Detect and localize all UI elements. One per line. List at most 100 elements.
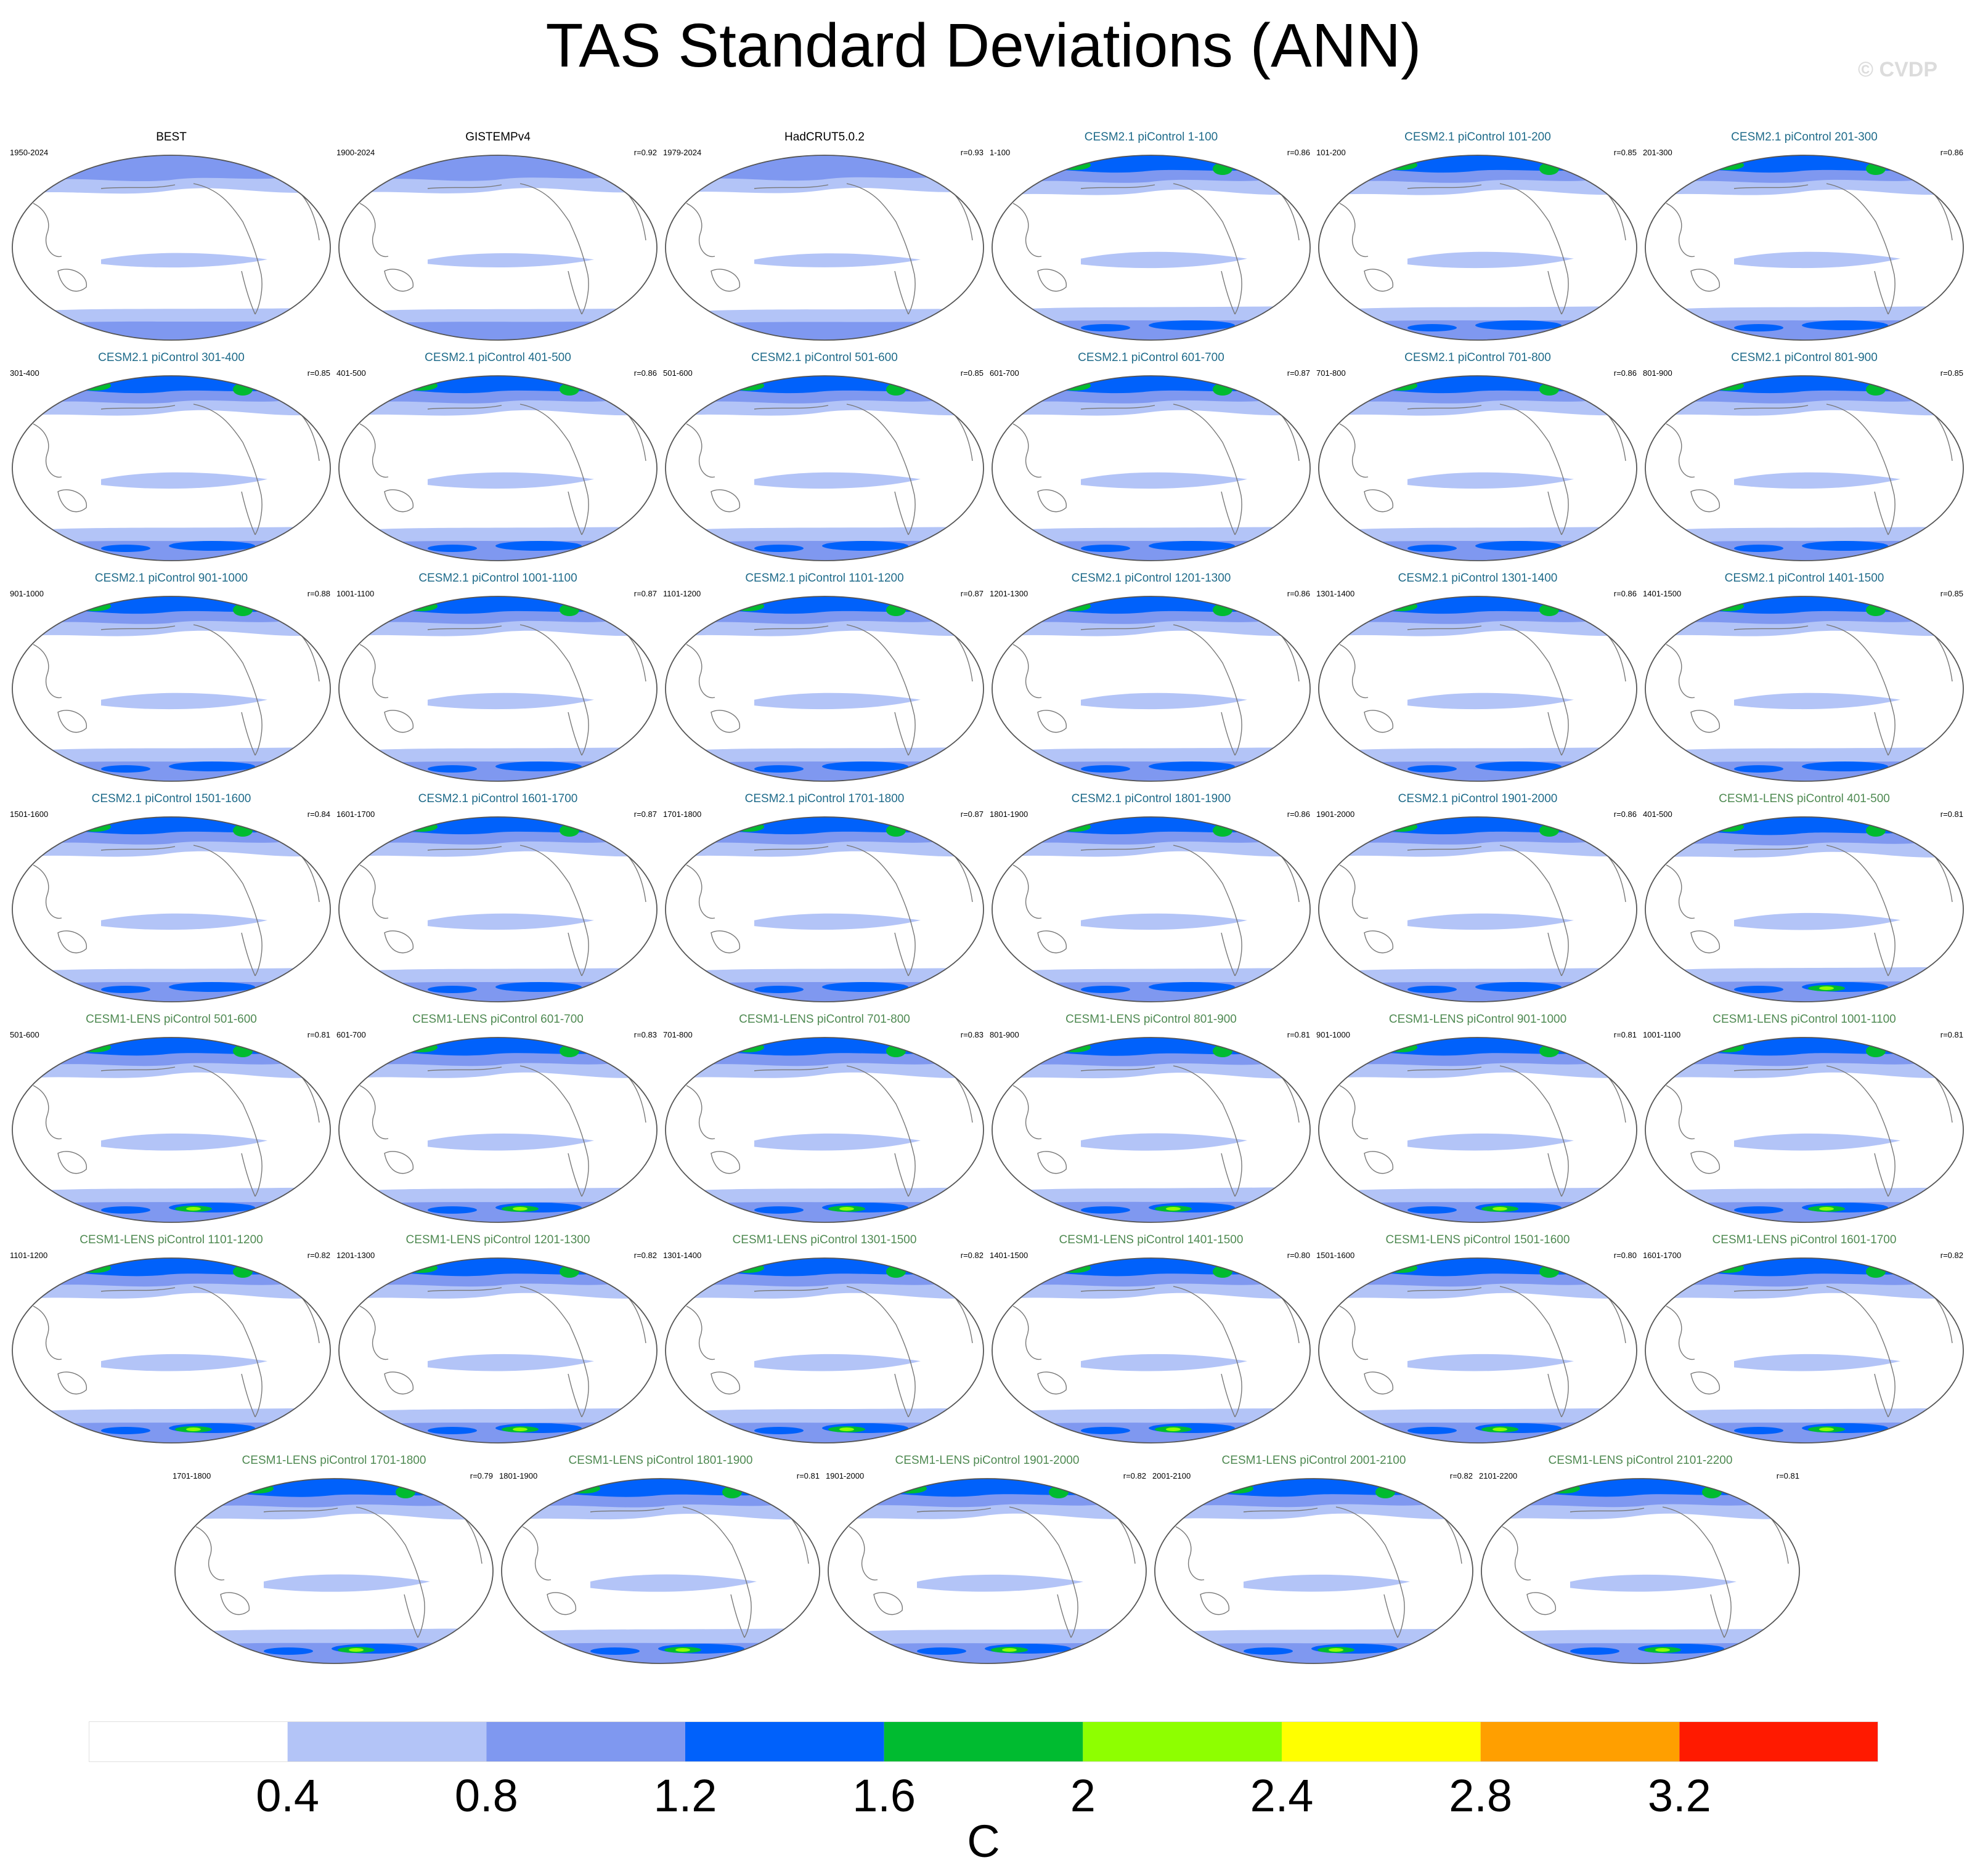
panel-correlation: r=0.83 xyxy=(960,1030,984,1039)
panel-correlation: r=0.82 xyxy=(307,1251,330,1260)
map-plot xyxy=(12,375,331,561)
panel-title: HadCRUT5.0.2 xyxy=(784,131,865,144)
panel-title: CESM1-LENS piControl 701-800 xyxy=(739,1013,910,1026)
map-plot xyxy=(338,1257,658,1444)
panel-title: CESM2.1 piControl 601-700 xyxy=(1078,351,1224,364)
map-panel: CESM1-LENS piControl 501-600 501-600 r=0.8… xyxy=(9,1012,334,1231)
panel-title: CESM1-LENS piControl 601-700 xyxy=(412,1013,584,1026)
panel-title: CESM2.1 piControl 1-100 xyxy=(1084,131,1218,144)
map-field xyxy=(1319,596,1637,781)
map-plot xyxy=(992,155,1311,341)
colorbar-swatch xyxy=(884,1721,1083,1762)
map-panel: CESM1-LENS piControl 601-700 601-700 r=0.8… xyxy=(335,1012,661,1231)
panel-title: CESM1-LENS piControl 1301-1500 xyxy=(732,1233,917,1246)
map-field xyxy=(828,1479,1146,1663)
panel-period: 801-900 xyxy=(990,1030,1019,1039)
panel-period: 2001-2100 xyxy=(1152,1471,1191,1480)
map-panel: CESM1-LENS piControl 2001-2100 2001-2100 r… xyxy=(1151,1453,1476,1672)
map-panel: CESM2.1 piControl 301-400 301-400 r=0.85 xyxy=(9,350,334,569)
panel-period: 501-600 xyxy=(10,1030,39,1039)
map-field xyxy=(339,376,657,561)
panel-title: CESM2.1 piControl 1301-1400 xyxy=(1398,572,1558,585)
panel-correlation: r=0.81 xyxy=(796,1471,820,1480)
panel-period: 201-300 xyxy=(1643,148,1672,157)
map-panel: CESM2.1 piControl 1901-2000 1901-2000 r=0.… xyxy=(1315,791,1640,1010)
map-plot xyxy=(12,816,331,1002)
panel-correlation: r=0.86 xyxy=(1613,589,1637,598)
map-plot xyxy=(665,816,984,1002)
map-panel: CESM2.1 piControl 1201-1300 1201-1300 r=0.… xyxy=(988,571,1314,790)
map-plot xyxy=(1154,1478,1473,1664)
panel-correlation: r=0.85 xyxy=(960,368,984,378)
panel-correlation: r=0.84 xyxy=(307,810,330,819)
panel-correlation: r=0.87 xyxy=(1287,368,1310,378)
panel-period: 1501-1600 xyxy=(1316,1251,1355,1260)
map-field xyxy=(666,1037,984,1222)
map-field xyxy=(1645,1037,1963,1222)
panel-title: CESM1-LENS piControl 1801-1900 xyxy=(568,1454,753,1467)
map-panel: CESM2.1 piControl 1601-1700 1601-1700 r=0.… xyxy=(335,791,661,1010)
map-plot xyxy=(665,1037,984,1223)
panel-title: CESM2.1 piControl 1601-1700 xyxy=(418,792,578,805)
map-field xyxy=(12,376,330,561)
map-field xyxy=(992,155,1310,340)
panel-period: 101-200 xyxy=(1316,148,1346,157)
map-panel: CESM2.1 piControl 1501-1600 1501-1600 r=0.… xyxy=(9,791,334,1010)
panel-period: 1001-1100 xyxy=(1643,1030,1681,1039)
map-field xyxy=(1645,155,1963,340)
colorbar-tick-label: 1.6 xyxy=(852,1770,916,1821)
panel-correlation: r=0.86 xyxy=(1287,589,1310,598)
panel-period: 301-400 xyxy=(10,368,39,378)
map-field xyxy=(992,596,1310,781)
panel-period: 1901-2000 xyxy=(826,1471,865,1480)
map-field xyxy=(666,155,984,340)
colorbar-tick-label: 0.4 xyxy=(256,1770,320,1821)
panel-correlation: r=0.81 xyxy=(1287,1030,1310,1039)
panel-title: CESM2.1 piControl 201-300 xyxy=(1731,131,1878,144)
map-panel: CESM1-LENS piControl 801-900 801-900 r=0.8… xyxy=(988,1012,1314,1231)
map-panel: CESM1-LENS piControl 1701-1800 1701-1800 r… xyxy=(171,1453,497,1672)
map-plot xyxy=(1645,1257,1964,1444)
map-panel: CESM2.1 piControl 1001-1100 1001-1100 r=0.… xyxy=(335,571,661,790)
panel-correlation: r=0.82 xyxy=(960,1251,984,1260)
colorbar-tick-label: 2.8 xyxy=(1449,1770,1513,1821)
map-field xyxy=(339,1037,657,1222)
panel-period: 801-900 xyxy=(1643,368,1672,378)
page-title: TAS Standard Deviations (ANN) xyxy=(545,11,1422,80)
panel-title: CESM2.1 piControl 1901-2000 xyxy=(1398,792,1558,805)
map-plot xyxy=(338,596,658,782)
map-plot xyxy=(992,816,1311,1002)
panel-correlation: r=0.81 xyxy=(1940,810,1963,819)
map-panel: CESM1-LENS piControl 1401-1500 1401-1500 r… xyxy=(988,1232,1314,1452)
panel-period: 1979-2024 xyxy=(663,148,702,157)
map-plot xyxy=(1318,155,1637,341)
map-field xyxy=(1645,1258,1963,1443)
panel-period: 601-700 xyxy=(990,368,1019,378)
map-field xyxy=(666,817,984,1002)
map-field xyxy=(502,1479,820,1663)
map-panel: CESM1-LENS piControl 401-500 401-500 r=0.8… xyxy=(1642,791,1967,1010)
map-field xyxy=(1319,155,1637,340)
panel-correlation: r=0.79 xyxy=(470,1471,493,1480)
panel-correlation: r=0.81 xyxy=(1776,1471,1799,1480)
map-panel: CESM1-LENS piControl 1201-1300 1201-1300 r… xyxy=(335,1232,661,1452)
panel-title: CESM1-LENS piControl 2001-2100 xyxy=(1221,1454,1406,1467)
map-field xyxy=(1319,1258,1637,1443)
panel-correlation: r=0.85 xyxy=(1940,589,1963,598)
panel-correlation: r=0.85 xyxy=(1940,368,1963,378)
map-field xyxy=(339,155,657,340)
panel-correlation: r=0.81 xyxy=(1940,1030,1963,1039)
panel-period: 1301-1400 xyxy=(663,1251,702,1260)
map-plot xyxy=(1645,596,1964,782)
map-panel: CESM2.1 piControl 201-300 201-300 r=0.86 xyxy=(1642,129,1967,349)
map-panel: CESM2.1 piControl 701-800 701-800 r=0.86 xyxy=(1315,350,1640,569)
map-plot xyxy=(1645,375,1964,561)
panel-title: CESM1-LENS piControl 1601-1700 xyxy=(1712,1233,1897,1246)
panel-correlation: r=0.82 xyxy=(1449,1471,1473,1480)
panel-period: 701-800 xyxy=(1316,368,1346,378)
colorbar-swatch xyxy=(1083,1721,1282,1762)
map-field xyxy=(339,1258,657,1443)
map-field xyxy=(339,817,657,1002)
panel-correlation: r=0.86 xyxy=(633,368,657,378)
panel-period: 1201-1300 xyxy=(336,1251,375,1260)
